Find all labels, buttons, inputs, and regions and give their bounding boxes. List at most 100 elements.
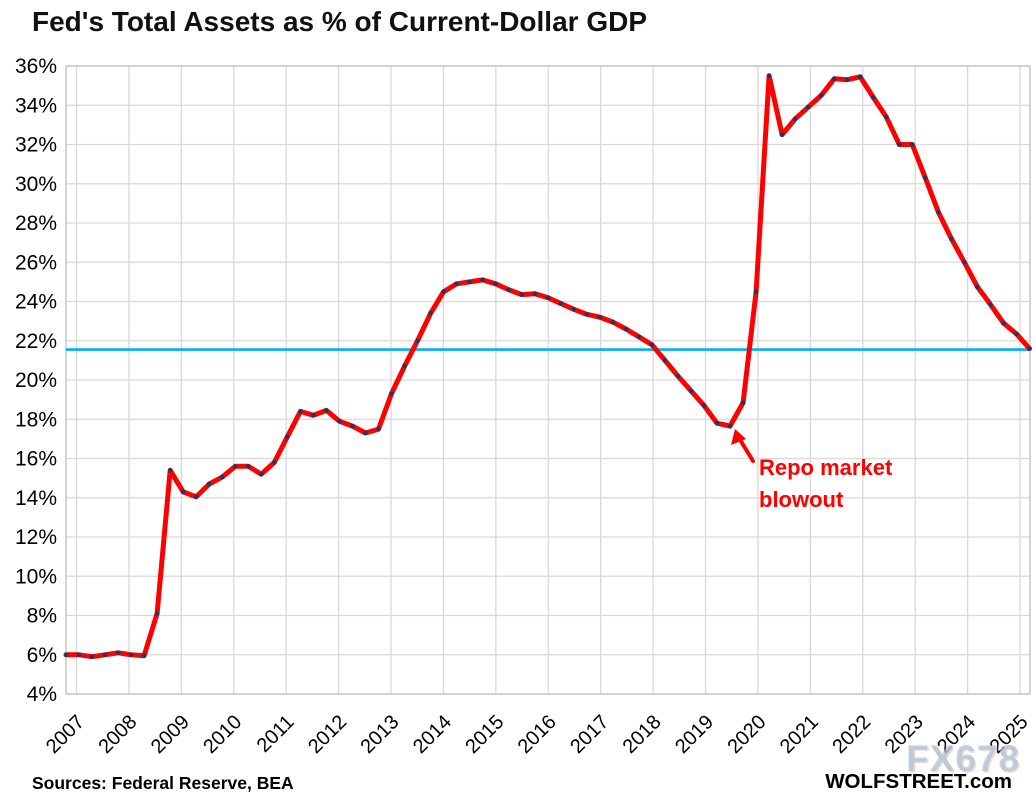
source-note: Sources: Federal Reserve, BEA	[32, 773, 294, 793]
y-tick-label: 24%	[15, 291, 57, 314]
y-tick-label: 4%	[27, 683, 57, 706]
series-marker	[206, 481, 212, 487]
series-marker	[610, 319, 616, 325]
x-tick-label: 2022	[828, 711, 875, 758]
y-tick-label: 36%	[15, 55, 57, 78]
chart-title: Fed's Total Assets as % of Current-Dolla…	[32, 6, 648, 37]
series-marker	[233, 464, 238, 469]
y-tick-label: 26%	[15, 251, 57, 274]
series-marker	[115, 650, 121, 656]
series-marker	[350, 423, 355, 429]
series-marker	[167, 468, 173, 473]
series-marker	[324, 408, 329, 413]
series-marker	[76, 652, 82, 658]
series-marker	[1027, 346, 1032, 351]
series-marker	[428, 311, 433, 316]
series-marker	[1001, 320, 1006, 326]
annotation-line-2: blowout	[759, 486, 844, 512]
series-marker	[871, 95, 876, 100]
x-tick-label: 2019	[671, 711, 718, 758]
series-marker	[805, 104, 811, 110]
series-marker	[219, 474, 225, 480]
series-marker	[662, 358, 668, 363]
series-marker	[766, 73, 772, 79]
annotation-repo-market-blowout: Repo market blowout	[759, 452, 892, 516]
series-marker	[558, 301, 564, 306]
series-marker	[949, 236, 954, 241]
y-tick-label: 6%	[27, 644, 57, 667]
y-tick-label: 34%	[15, 94, 57, 117]
series-marker	[623, 326, 629, 332]
y-tick-label: 8%	[27, 605, 57, 628]
annotation-line-1: Repo market	[759, 455, 893, 480]
series-marker	[975, 284, 980, 290]
x-tick-label: 2021	[776, 711, 823, 758]
x-tick-label: 2024	[933, 711, 980, 758]
series-marker	[844, 77, 850, 82]
series-marker	[936, 209, 941, 215]
series-marker	[910, 142, 915, 147]
series-marker	[193, 494, 199, 500]
series-marker	[467, 279, 472, 285]
series-marker	[63, 652, 69, 658]
series-marker	[779, 132, 785, 137]
y-tick-label: 28%	[15, 212, 57, 235]
series-marker	[363, 430, 368, 436]
series-marker	[180, 489, 186, 495]
series-marker	[988, 302, 993, 307]
series-marker	[285, 434, 290, 440]
series-marker	[102, 652, 108, 658]
series-marker	[831, 76, 837, 82]
series-marker	[923, 175, 928, 181]
x-tick-label: 2013	[357, 711, 404, 758]
series-marker	[480, 277, 485, 283]
y-tick-label: 18%	[15, 408, 57, 431]
y-tick-label: 14%	[15, 487, 57, 510]
series-marker	[597, 314, 603, 320]
series-marker	[154, 611, 160, 616]
x-tick-label: 2018	[619, 711, 666, 758]
series-marker	[128, 652, 134, 658]
series-marker	[246, 464, 251, 469]
series-marker	[897, 142, 902, 147]
y-tick-label: 20%	[15, 369, 57, 392]
series-marker	[818, 93, 824, 98]
series-marker	[532, 291, 537, 297]
series-marker	[571, 307, 577, 312]
series-marker	[493, 281, 499, 287]
series-marker	[402, 364, 407, 369]
x-tick-label: 2014	[409, 711, 456, 758]
plot-border	[65, 65, 1031, 695]
x-tick-label: 2008	[94, 711, 141, 758]
brand-wolfstreet: WOLFSTREET.com	[825, 770, 1012, 793]
series-marker	[545, 295, 551, 300]
series-marker	[753, 289, 759, 295]
annotation-arrow-shaft	[737, 436, 755, 463]
x-tick-label: 2020	[723, 711, 770, 758]
series-marker	[259, 471, 264, 477]
series-marker	[389, 391, 394, 397]
series-marker	[884, 114, 889, 120]
series-marker	[298, 409, 303, 414]
series-marker	[701, 403, 707, 408]
series-marker	[688, 388, 694, 394]
y-tick-label: 30%	[15, 173, 57, 196]
series-marker	[1014, 331, 1019, 337]
series-marker	[727, 423, 733, 429]
y-tick-label: 32%	[15, 134, 57, 157]
x-tick-label: 2007	[42, 711, 89, 758]
series-marker	[675, 373, 681, 379]
series-marker	[857, 74, 863, 80]
series-marker	[441, 289, 446, 295]
x-tick-label: 2017	[566, 711, 613, 758]
x-tick-label: 2011	[253, 711, 299, 757]
x-tick-label: 2015	[461, 711, 508, 758]
y-tick-label: 22%	[15, 330, 57, 353]
series-marker	[311, 413, 316, 418]
series-marker	[337, 418, 342, 424]
series-marker	[506, 287, 512, 293]
series-marker	[454, 281, 459, 287]
y-tick-label: 10%	[15, 565, 57, 588]
